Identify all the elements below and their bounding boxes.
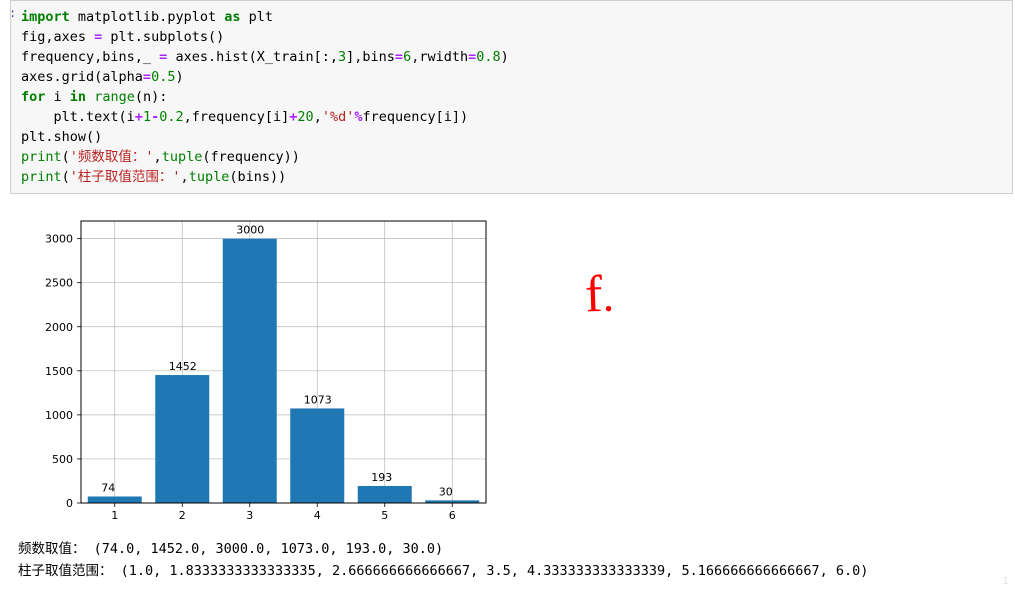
watermark: 1 <box>1002 575 1009 587</box>
svg-text:193: 193 <box>371 471 392 484</box>
output-line1-values: (74.0, 1452.0, 3000.0, 1073.0, 193.0, 30… <box>86 541 444 557</box>
svg-text:1452: 1452 <box>169 360 197 373</box>
svg-text:1000: 1000 <box>45 409 73 422</box>
svg-text:2500: 2500 <box>45 277 73 290</box>
svg-text:30: 30 <box>439 485 453 498</box>
code-line: axes.grid(alpha=0.5) <box>21 67 1002 87</box>
code-line: fig,axes = plt.subplots() <box>21 27 1002 47</box>
code-line: print('频数取值：',tuple(frequency)) <box>21 147 1002 167</box>
code-cell: : import matplotlib.pyplot as pltfig,axe… <box>10 0 1013 194</box>
output-line2-values: (1.0, 1.8333333333333335, 2.666666666666… <box>113 563 869 579</box>
svg-text:5: 5 <box>381 509 388 522</box>
code-line: plt.show() <box>21 127 1002 147</box>
svg-text:1500: 1500 <box>45 365 73 378</box>
output-area: 频数取值： (74.0, 1452.0, 3000.0, 1073.0, 193… <box>18 538 1015 582</box>
svg-text:2: 2 <box>179 509 186 522</box>
svg-text:1: 1 <box>111 509 118 522</box>
code-line: for i in range(n): <box>21 87 1002 107</box>
hand-annotation: f. <box>584 265 615 325</box>
svg-text:0: 0 <box>66 497 73 510</box>
histogram-chart: 7414523000107319330050010001500200025003… <box>18 208 496 530</box>
code-line: plt.text(i+1-0.2,frequency[i]+20,'%d'%fr… <box>21 107 1002 127</box>
svg-text:3000: 3000 <box>45 233 73 246</box>
code-line: import matplotlib.pyplot as plt <box>21 7 1002 27</box>
svg-text:3000: 3000 <box>236 224 264 237</box>
output-line2-label: 柱子取值范围： <box>18 563 113 579</box>
code-line: print('柱子取值范围：',tuple(bins)) <box>21 167 1002 187</box>
input-prompt: : <box>9 7 16 21</box>
svg-text:2000: 2000 <box>45 321 73 334</box>
annotation-dot: . <box>601 270 614 321</box>
svg-text:74: 74 <box>101 481 115 494</box>
chart-svg: 7414523000107319330050010001500200025003… <box>18 208 496 530</box>
svg-text:3: 3 <box>246 509 253 522</box>
output-line1-label: 频数取值： <box>18 541 86 557</box>
svg-text:6: 6 <box>449 509 456 522</box>
svg-text:1073: 1073 <box>304 393 332 406</box>
svg-text:4: 4 <box>314 509 321 522</box>
svg-text:500: 500 <box>52 453 73 466</box>
code-line: frequency,bins,_ = axes.hist(X_train[:,3… <box>21 47 1002 67</box>
code-block: import matplotlib.pyplot as pltfig,axes … <box>21 7 1002 187</box>
